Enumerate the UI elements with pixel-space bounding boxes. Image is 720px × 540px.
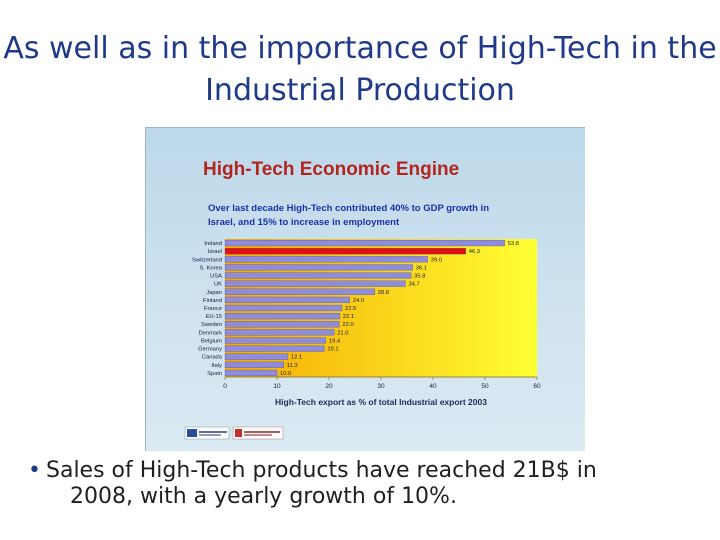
chart: High-Tech Economic Engine Over last deca… [184, 159, 541, 440]
bullet-dot: • [28, 458, 41, 483]
x-tick-label: 0 [223, 383, 227, 390]
category-label: Japan [206, 290, 222, 296]
slide-title: As well as in the importance of High-Tec… [0, 28, 720, 112]
bar-israel [224, 248, 466, 255]
category-label: USA [210, 274, 222, 280]
chart-subtitle-line-1: Over last decade High-Tech contributed 4… [208, 203, 489, 214]
category-label: France [204, 306, 222, 312]
bullet-line-2: 2008, with a yearly growth of 10%. [70, 484, 457, 509]
category-label: Spain [207, 371, 222, 377]
bar-sweden [224, 321, 340, 328]
bar-canada [224, 353, 289, 360]
value-label: 11.3 [287, 363, 298, 369]
bar-italy [224, 361, 284, 368]
x-axis-ticks: 0 10 20 30 40 50 60 [223, 377, 541, 390]
value-label: 19.4 [329, 338, 341, 344]
value-label: 22.0 [342, 322, 353, 328]
x-tick-label: 30 [377, 383, 385, 390]
value-label: 39.0 [431, 257, 442, 263]
category-label: Finland [203, 298, 222, 304]
bar-germany [224, 345, 325, 352]
chart-title: High-Tech Economic Engine [203, 159, 459, 180]
bar-eu-15 [224, 313, 341, 320]
bullet-line-1: Sales of High-Tech products have reached… [46, 458, 597, 483]
chart-panel: High-Tech Economic Engine Over last deca… [145, 127, 585, 451]
category-label: Belgium [201, 338, 222, 344]
bar-uk [224, 280, 406, 287]
slide-title-line-2: Industrial Production [205, 73, 515, 108]
value-label: 28.8 [378, 290, 389, 296]
x-axis-label: High-Tech export as % of total Industria… [275, 397, 487, 407]
x-tick-label: 20 [325, 383, 333, 390]
slide-title-line-1: As well as in the importance of High-Tec… [3, 31, 717, 66]
bullet-text: Sales of High-Tech products have reached… [46, 458, 698, 510]
bar-finland [224, 296, 350, 303]
logo-right [232, 426, 284, 440]
category-label: Italy [211, 363, 222, 369]
category-labels: Ireland Israel Switzerland S. Korea USA UK Jap… [192, 241, 223, 377]
bar-usa [224, 272, 412, 279]
category-label: Israel [208, 249, 222, 255]
x-tick-label: 40 [429, 383, 437, 390]
value-label: 10.0 [280, 371, 291, 377]
bar-ireland [224, 239, 505, 247]
x-tick-label: 50 [481, 383, 489, 390]
value-label: 21.0 [337, 330, 348, 336]
category-label: Denmark [198, 330, 222, 336]
bar-spain [224, 369, 278, 377]
bar-denmark [224, 329, 335, 336]
bar-switzerland [224, 256, 428, 263]
category-label: Switzerland [192, 257, 222, 263]
value-label: 12.1 [291, 355, 302, 361]
category-label: Ireland [204, 241, 222, 247]
value-label: 53.8 [508, 241, 519, 247]
x-tick-label: 60 [533, 383, 541, 390]
category-label: Sweden [201, 322, 222, 328]
bar-belgium [224, 337, 327, 344]
category-label: Canada [202, 355, 223, 361]
value-label: 24.0 [353, 298, 364, 304]
value-label: 22.1 [343, 314, 354, 320]
logo-left [184, 426, 230, 440]
bar-s-korea [224, 264, 413, 271]
value-label: 46.3 [469, 249, 480, 255]
bars-group [224, 239, 505, 377]
category-label: UK [214, 282, 222, 288]
category-label: Germany [198, 347, 222, 353]
category-label: S. Korea [199, 265, 222, 271]
chart-subtitle-line-2: Israel, and 15% to increase in employmen… [208, 217, 400, 228]
value-label: 35.8 [414, 274, 425, 280]
bar-japan [224, 288, 375, 295]
value-label: 19.1 [327, 347, 338, 353]
category-label: EU-15 [206, 314, 222, 320]
value-label: 34.7 [408, 282, 419, 288]
value-label: 36.1 [416, 265, 427, 271]
value-labels: 53.8 46.3 39.0 36.1 35.8 34.7 28.8 24.0 22.5 22.1… [280, 241, 519, 377]
x-tick-label: 10 [273, 383, 281, 390]
bullet-point: • Sales of High-Tech products have reach… [28, 458, 698, 510]
value-label: 22.5 [345, 306, 356, 312]
bar-france [224, 304, 343, 312]
